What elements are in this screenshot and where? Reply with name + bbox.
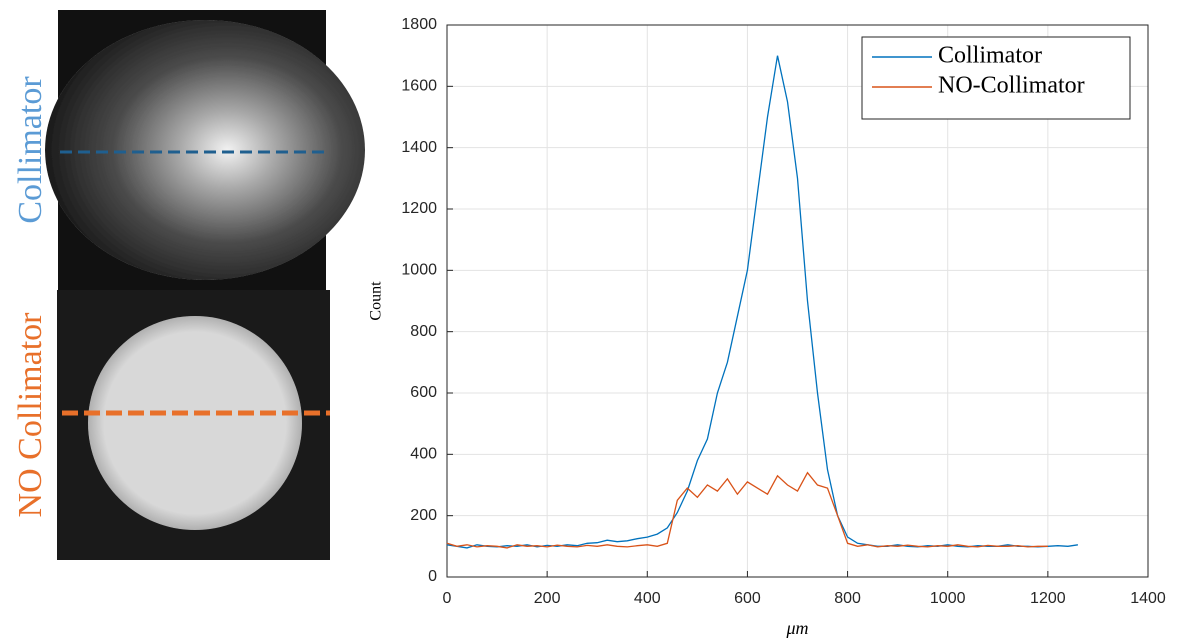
y-tick-label: 1800 (401, 16, 437, 33)
line (446, 471, 1048, 549)
x-tick-label: 0 (443, 590, 452, 607)
x-tick-label: 1200 (1030, 590, 1066, 607)
x-axis-label: μm (785, 618, 808, 638)
legend-label: NO-Collimator (938, 73, 1085, 99)
x-tick-label: 1400 (1130, 590, 1166, 607)
x-tick-label: 400 (634, 590, 661, 607)
x-tick-label: 200 (534, 590, 561, 607)
image-no-collimator (57, 290, 330, 560)
y-tick-label: 200 (410, 507, 437, 524)
x-tick-label: 1000 (930, 590, 966, 607)
panel-label: NO Collimator (12, 312, 49, 518)
y-tick-label: 1200 (401, 200, 437, 217)
legend-box (861, 36, 1131, 120)
y-axis-label: Count (368, 281, 385, 321)
y-tick-label: 1000 (401, 262, 437, 279)
y-tick-label: 400 (410, 446, 437, 463)
image-collimator (45, 10, 365, 290)
y-tick-label: 600 (410, 384, 437, 401)
y-tick-label: 800 (410, 323, 437, 340)
axes-frame (446, 24, 1149, 578)
y-tick-label: 1600 (401, 78, 437, 95)
legend: Collimator NO-Collimator (861, 36, 1131, 120)
legend-label: Collimator (938, 43, 1042, 69)
x-tick-label: 600 (734, 590, 761, 607)
y-tick-label: 0 (428, 568, 437, 585)
y-tick-label: 1400 (401, 139, 437, 156)
panel-label: Collimator (12, 76, 49, 224)
x-tick-label: 800 (834, 590, 861, 607)
